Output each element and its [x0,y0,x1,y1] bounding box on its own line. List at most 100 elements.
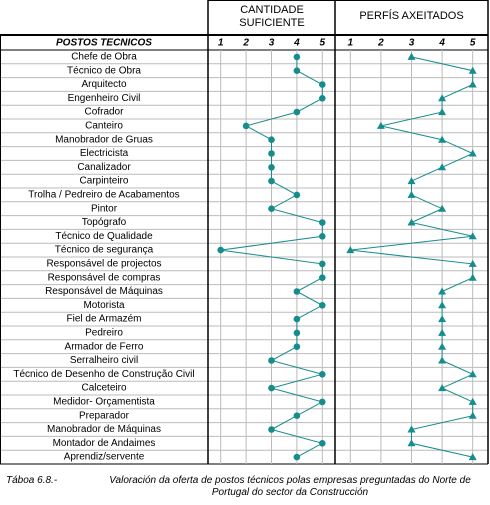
marker [268,357,275,364]
row-label: Manobrador de Gruas [55,134,153,145]
row-label: Técnico de Obra [67,65,141,76]
marker [268,136,275,143]
row-label: Técnico de segurança [55,245,154,256]
marker [346,246,355,254]
row-label: Carpinteiro [80,176,129,187]
row-label: Pedreiro [85,328,123,339]
row-label: Pintor [91,203,118,214]
marker [468,149,477,157]
caption-label: Táboa 6.8.- [6,475,58,486]
row-label: Montador de Andaimes [53,438,156,449]
marker [268,150,275,157]
x-tick-label: 4 [293,38,300,49]
marker [468,370,477,378]
marker [438,135,447,143]
x-tick-label: 5 [320,38,326,49]
marker [468,259,477,267]
marker [319,219,326,226]
marker [407,439,416,447]
marker [268,177,275,185]
marker [319,260,326,268]
marker [319,371,326,378]
marker [438,384,447,392]
row-label: Canteiro [85,121,123,132]
panel-header: CANTIDADE SUFICIENTE [239,4,305,29]
marker [376,121,385,129]
marker [293,67,301,74]
marker [468,397,477,405]
column-header: POSTOS TECNICOS [56,38,152,49]
marker [293,329,301,337]
marker [407,218,416,226]
marker [407,425,416,433]
row-label: Electricista [80,148,129,159]
marker [468,66,477,74]
marker [268,384,275,392]
marker [293,343,301,351]
marker [407,52,416,60]
panel-header: PERFÍS AXEITADOS [359,10,464,22]
marker [319,274,326,282]
marker [293,53,301,61]
caption: Valoración da oferta de postos técnicos … [109,475,471,498]
marker [438,108,447,116]
marker [407,177,416,185]
marker [438,328,447,336]
marker [293,315,301,323]
marker [293,108,301,116]
marker [438,301,447,309]
marker [407,190,416,198]
marker [438,356,447,364]
marker [217,246,224,254]
marker [468,453,477,461]
x-tick-label: 2 [242,38,249,49]
marker [242,122,250,130]
row-label: Responsável de projectos [46,259,161,270]
row-label: Aprendiz/servente [64,452,145,463]
marker [438,163,447,171]
series-line [350,56,474,458]
marker [468,232,477,240]
marker [438,287,447,295]
marker [293,288,301,295]
row-label: Chefe de Obra [71,52,137,63]
marker [438,342,447,350]
row-label: Armador de Ferro [65,341,144,352]
x-tick-label: 5 [470,38,476,49]
x-tick-label: 3 [269,38,275,49]
marker [293,412,301,420]
row-label: Canalizador [77,162,131,173]
marker [468,80,477,88]
marker [319,95,326,102]
marker [438,94,447,102]
x-tick-label: 2 [377,38,384,49]
row-label: Manobrador de Máquinas [47,424,161,435]
row-label: Responsável de Máquinas [45,286,163,297]
marker [319,398,326,406]
marker [293,453,301,461]
row-label: Topógrafo [82,217,127,228]
marker [438,315,447,323]
row-label: Calceteiro [81,383,126,394]
x-tick-label: 1 [218,38,224,49]
row-label: Arquitecto [81,79,126,90]
marker [319,440,326,447]
row-label: Serralheiro civil [70,355,138,366]
series-line [220,56,325,458]
x-tick-label: 4 [438,38,445,49]
marker [438,204,447,212]
row-label: Fiel de Armazém [66,314,141,325]
marker [319,302,326,309]
marker [268,164,275,171]
marker [468,273,477,281]
marker [319,81,326,88]
row-label: Motorista [83,300,125,311]
marker [319,233,326,240]
row-label: Responsável de compras [48,272,161,283]
row-label: Técnico de Desenho de Construção Civil [13,369,194,380]
x-tick-label: 3 [409,38,415,49]
x-tick-label: 1 [348,38,354,49]
marker [468,411,477,419]
